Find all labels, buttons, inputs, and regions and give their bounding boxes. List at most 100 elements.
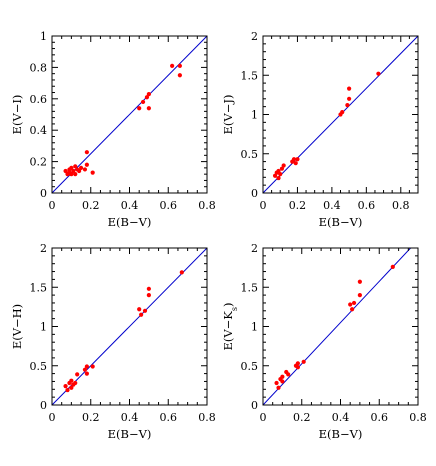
- fit-line: [263, 248, 412, 405]
- data-point: [90, 364, 95, 369]
- x-tick-label: 0.8: [198, 199, 216, 212]
- x-tick-label: 0: [49, 199, 56, 212]
- data-point: [347, 86, 352, 91]
- data-point: [78, 165, 84, 170]
- y-tick-label: 1: [40, 321, 47, 334]
- plot-frame: [262, 247, 419, 406]
- x-tick-label: 0.2: [289, 199, 307, 212]
- data-point: [276, 385, 281, 390]
- x-tick-label: 0.6: [358, 199, 376, 212]
- x-tick-label: 0.8: [409, 411, 427, 424]
- data-point: [278, 172, 283, 177]
- x-tick-label: 0.2: [293, 411, 311, 424]
- data-point: [357, 293, 362, 298]
- data-point: [139, 312, 144, 317]
- data-point: [177, 63, 182, 68]
- x-axis-title: E(B−V): [108, 215, 152, 229]
- y-axis-title: E(V−I): [10, 95, 24, 135]
- data-point: [69, 385, 74, 390]
- x-tick-label: 0.2: [82, 411, 100, 424]
- data-point: [140, 99, 146, 105]
- x-tick-label: 0.4: [323, 199, 341, 212]
- fit-line: [52, 36, 207, 193]
- y-tick-label: 1: [40, 30, 47, 43]
- x-axis-title: E(B−V): [108, 427, 152, 441]
- data-point: [73, 164, 78, 169]
- data-point: [69, 378, 74, 383]
- data-point: [390, 264, 395, 269]
- data-point: [340, 110, 345, 115]
- x-tick-label: 0.4: [332, 411, 350, 424]
- data-point: [347, 96, 352, 101]
- y-tick-label: 0: [40, 399, 47, 412]
- data-point: [82, 367, 88, 372]
- x-tick-label: 0.6: [160, 411, 178, 424]
- data-point: [137, 307, 142, 312]
- data-point: [272, 173, 278, 178]
- data-point: [65, 387, 70, 393]
- panel-vj: 0 0.2 0.4 0.6 0.8 0 0.5 1 1.5 2 E(B−V) E(V−J): [221, 30, 419, 229]
- data-point: [84, 371, 89, 376]
- data-point: [146, 293, 151, 298]
- data-point: [137, 106, 142, 111]
- x-axis-title: E(B−V): [319, 427, 363, 441]
- y-tick-label: 0.6: [30, 93, 48, 106]
- y-tick-label: 1.5: [241, 281, 259, 294]
- data-point: [77, 168, 82, 174]
- data-point: [69, 172, 74, 177]
- y-tick-label: 2: [251, 30, 258, 43]
- y-tick-label: 1: [251, 321, 258, 334]
- data-point: [357, 279, 362, 284]
- data-point: [146, 106, 151, 111]
- data-point: [279, 166, 285, 171]
- data-point: [144, 95, 150, 100]
- data-point: [276, 175, 281, 181]
- x-tick-label: 0.8: [392, 199, 410, 212]
- data-point: [73, 172, 78, 177]
- y-tick-label: 0.4: [30, 124, 48, 137]
- data-point: [291, 157, 297, 162]
- y-tick-label: 0.5: [30, 360, 48, 373]
- y-tick-label: 0.5: [241, 148, 259, 161]
- y-axis-title: E(V−Ks): [221, 302, 239, 350]
- data-point: [286, 372, 291, 377]
- y-axis-title: E(V−H): [10, 304, 24, 349]
- panel-vh: 0 0.2 0.4 0.6 0.8 0 0.5 1 1.5 2 E(B−V) E(V−H): [10, 242, 216, 441]
- x-axis-title: E(B−V): [319, 215, 363, 229]
- data-point: [69, 165, 74, 170]
- y-tick-label: 1.5: [241, 69, 259, 82]
- x-tick-label: 0.2: [82, 199, 100, 212]
- data-point: [293, 161, 298, 166]
- data-point: [179, 270, 184, 275]
- data-point: [281, 163, 286, 168]
- data-point: [177, 73, 182, 78]
- data-point: [84, 162, 89, 167]
- data-point: [274, 380, 279, 386]
- data-point: [280, 374, 285, 379]
- x-tick-label: 0.4: [121, 199, 139, 212]
- data-point: [295, 365, 300, 370]
- data-point: [84, 364, 89, 369]
- data-point: [170, 63, 175, 68]
- y-tick-label: 0.8: [30, 61, 48, 74]
- x-tick-label: 0.6: [160, 199, 178, 212]
- y-tick-label: 2: [40, 242, 47, 255]
- data-point: [71, 168, 76, 174]
- x-tick-label: 0.4: [121, 411, 139, 424]
- x-tick-label: 0: [260, 199, 267, 212]
- data-point: [376, 71, 381, 76]
- data-point: [142, 308, 148, 313]
- data-point: [90, 170, 95, 175]
- x-tick-label: 0.6: [371, 411, 389, 424]
- x-tick-label: 0: [49, 411, 56, 424]
- y-tick-label: 0.2: [30, 156, 48, 169]
- data-point: [63, 168, 68, 174]
- y-tick-label: 0.5: [241, 360, 259, 373]
- data-point: [75, 372, 80, 377]
- y-tick-label: 0: [40, 187, 47, 200]
- y-tick-label: 1.5: [30, 281, 48, 294]
- data-point: [348, 302, 353, 307]
- panel-vi: 0 0.2 0.4 0.6 0.8 0 0.2 0.4 0.6 0.8 1 E(B−V) E(V−I): [10, 30, 216, 229]
- y-tick-label: 2: [251, 242, 258, 255]
